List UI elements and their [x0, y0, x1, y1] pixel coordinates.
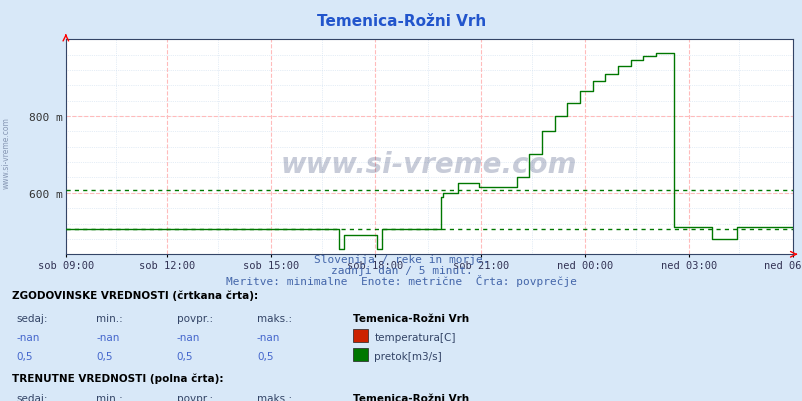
Text: 0,5: 0,5 [176, 351, 193, 361]
Text: temperatura[C]: temperatura[C] [374, 332, 455, 342]
Text: ZGODOVINSKE VREDNOSTI (črtkana črta):: ZGODOVINSKE VREDNOSTI (črtkana črta): [12, 290, 258, 301]
Text: Temenica-Rožni Vrh: Temenica-Rožni Vrh [317, 14, 485, 29]
Text: pretok[m3/s]: pretok[m3/s] [374, 351, 441, 361]
Text: min.:: min.: [96, 393, 123, 401]
Text: www.si-vreme.com: www.si-vreme.com [281, 150, 577, 178]
Text: www.si-vreme.com: www.si-vreme.com [2, 117, 11, 188]
Text: maks.:: maks.: [257, 393, 292, 401]
Text: povpr.:: povpr.: [176, 393, 213, 401]
Text: 0,5: 0,5 [96, 351, 113, 361]
Text: sedaj:: sedaj: [16, 393, 47, 401]
Text: Temenica-Rožni Vrh: Temenica-Rožni Vrh [353, 393, 469, 401]
Text: min.:: min.: [96, 313, 123, 323]
Text: sedaj:: sedaj: [16, 313, 47, 323]
Text: TRENUTNE VREDNOSTI (polna črta):: TRENUTNE VREDNOSTI (polna črta): [12, 373, 223, 383]
Text: Meritve: minimalne  Enote: metrične  Črta: povprečje: Meritve: minimalne Enote: metrične Črta:… [225, 274, 577, 286]
Text: 0,5: 0,5 [16, 351, 33, 361]
Text: -nan: -nan [176, 332, 200, 342]
Text: Slovenija / reke in morje.: Slovenija / reke in morje. [314, 255, 488, 265]
Text: -nan: -nan [16, 332, 39, 342]
Text: maks.:: maks.: [257, 313, 292, 323]
Text: -nan: -nan [257, 332, 280, 342]
Text: 0,5: 0,5 [257, 351, 273, 361]
Text: povpr.:: povpr.: [176, 313, 213, 323]
Text: zadnji dan / 5 minut.: zadnji dan / 5 minut. [330, 265, 472, 275]
Text: Temenica-Rožni Vrh: Temenica-Rožni Vrh [353, 313, 469, 323]
Text: -nan: -nan [96, 332, 119, 342]
